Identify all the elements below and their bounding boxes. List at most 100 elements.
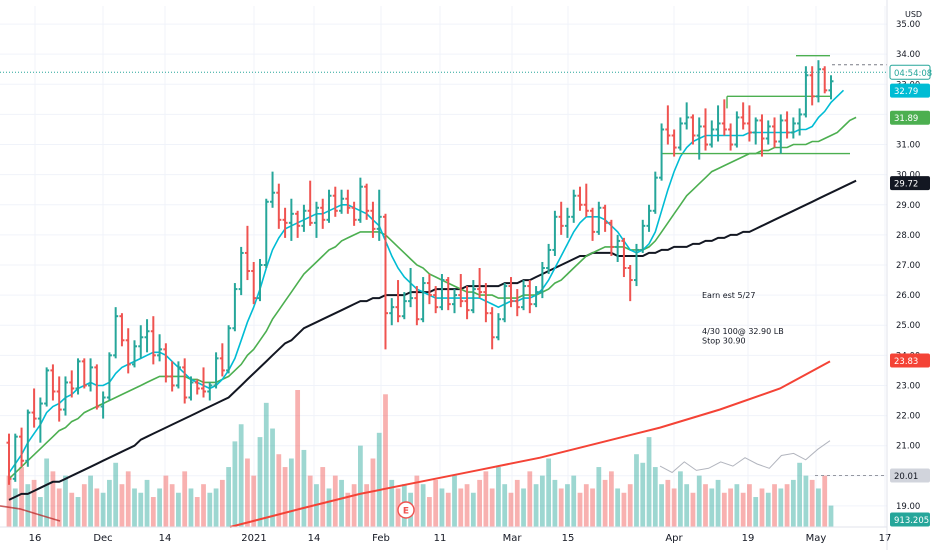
volume-bar [94,488,100,527]
x-tick-label: 14 [308,533,321,544]
y-tick-label: 22.00 [896,412,920,422]
ohlc-bar [677,117,683,151]
y-tick-label: 26.00 [896,291,920,301]
y-tick-label: 23.00 [896,381,920,391]
volume-bar [301,449,307,527]
volume-bar [6,475,12,527]
price-badge [889,64,931,80]
volume-bar [332,475,338,527]
ohlc-bar [470,280,476,314]
ohlc-bar [539,261,545,299]
volume-bar [132,488,137,527]
ohlc-bar [433,286,439,314]
price-badge-label: 31.89 [894,114,918,124]
ohlc-bar [69,370,75,398]
volume-bar [458,488,464,527]
ohlc-bars [6,60,834,485]
volume-bar [703,484,708,527]
volume-bar [646,437,652,527]
ohlc-bar [238,246,244,296]
volume-bar [665,479,671,527]
ohlc-bar [728,123,734,151]
volume-bar [37,497,43,527]
price-badge [890,110,930,125]
ohlc-bar [577,186,583,211]
volume-bar [514,479,520,527]
ohlc-bar [389,298,395,326]
volume-bar [483,471,489,527]
volume-bar [364,484,370,527]
ohlc-bar [828,75,834,100]
ohlc-bar [100,391,106,419]
ohlc-bar [207,382,213,401]
volume-bar [326,488,332,527]
ohlc-bar [113,307,119,359]
ohlc-bar [659,123,665,181]
volume-bar [684,484,690,527]
volume-bar [263,402,269,527]
price-badges: 04:54:08 32.79 31.89 29.72 23.83 20.01 913.205… [889,64,932,527]
ohlc-bar [376,189,382,241]
ohlc-bar [251,261,257,305]
volume-bar [201,484,206,527]
ohlc-bar [721,99,727,136]
price-badge [890,176,930,191]
ohlc-bar [357,177,363,223]
volume-bar [232,441,238,527]
ohlc-bar [12,433,18,482]
ohlc-bar [665,105,671,145]
y-tick-label: 19.00 [896,502,920,512]
ohlc-bar [50,364,56,401]
ohlc-bar [552,210,558,256]
volume-bar [420,484,426,527]
ohlc-bar [778,114,784,154]
ohlc-bar [320,198,326,229]
volume-bar [251,475,257,527]
ohlc-bar [370,201,376,238]
ohlc-bar [414,286,420,326]
volume-bar [784,484,790,527]
y-tick-label: 31.00 [896,141,920,151]
x-tick-label: Mar [503,533,523,544]
volume-bar [370,458,376,527]
ohlc-bar [219,343,225,377]
volume-bar [445,492,451,527]
ohlc-bar [715,105,721,142]
ohlc-bar [364,183,370,220]
ohlc-bar [326,189,332,223]
volume-bar [634,454,639,527]
ohlc-bar [740,102,746,130]
volume-bar [640,462,646,527]
volume-bar [621,492,627,527]
volume-bar [383,394,388,527]
ohlc-bar [75,358,81,395]
volume-bar [753,497,759,527]
volume-bar [489,488,495,527]
ohlc-bar [439,274,445,311]
ohlc-bar [257,258,263,302]
y-tick-label: 25.00 [896,321,920,331]
volume-bar [282,467,288,527]
currency-label: USD [905,10,922,19]
ohlc-bar [709,120,715,148]
ohlc-bar [351,201,357,226]
volume-bar [75,497,81,527]
price-badge-label: 04:54:08 [894,69,932,79]
ohlc-bar [401,292,407,320]
ohlc-bar [276,183,282,229]
ohlc-bar [458,274,464,308]
volume-bar [69,492,75,527]
volume-bar [452,475,457,527]
volume-bar [533,484,539,527]
volume-bar [50,471,56,527]
earnings-marker-label: E [403,507,409,517]
y-tick-label: 21.00 [896,442,920,452]
volume-bar [816,488,821,527]
ohlc-bar [803,66,809,118]
x-tick-label: 11 [434,533,447,544]
price-badge-label: 29.72 [894,180,918,190]
volume-bar [558,488,564,527]
